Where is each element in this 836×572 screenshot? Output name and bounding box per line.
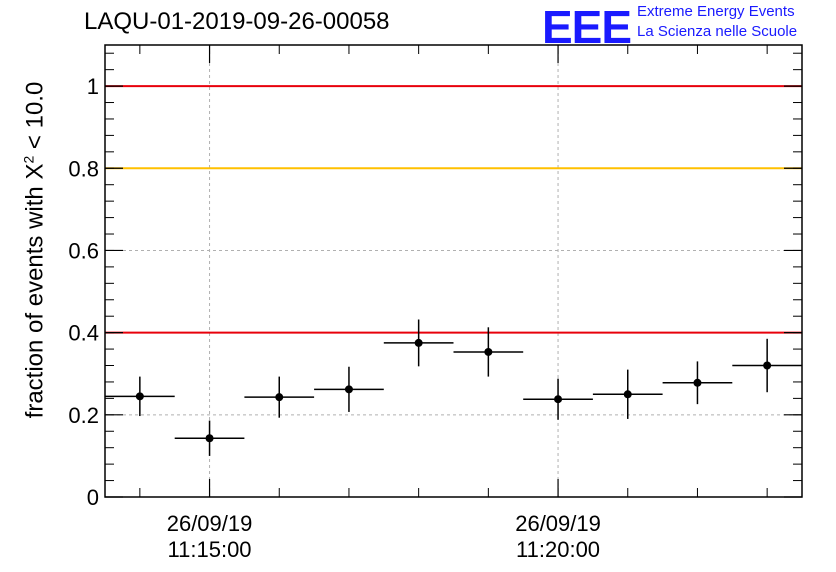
y-tick-label: 1 [87,74,99,99]
logo-caption: Extreme Energy Events La Scienza nelle S… [637,2,797,42]
x-tick-label-time: 11:20:00 [516,537,600,562]
data-point-marker [554,395,563,404]
x-tick-label-time: 11:15:00 [168,537,252,562]
data-point-marker [623,390,632,399]
logo-caption-line2: La Scienza nelle Scuole [637,23,798,40]
data-point-marker [693,378,702,387]
x-tick-label-date: 26/09/19 [515,511,601,536]
y-axis-label-exponent: 2 [20,155,37,164]
data-point-marker [763,361,772,370]
data-point-marker [414,338,423,347]
y-tick-label: 0 [87,485,99,510]
y-tick-label: 0.2 [68,403,99,428]
eee-logo: EEE [542,1,632,53]
x-tick-label-date: 26/09/19 [167,511,253,536]
y-tick-label: 0.8 [68,156,99,181]
y-axis-label: fraction of events with Χ2 < 10.0 [21,82,50,419]
data-point-marker [484,347,493,356]
axis-ticks [105,45,802,498]
y-axis-label-threshold: < 10.0 [21,81,49,156]
reference-lines [105,85,802,334]
data-point-marker [135,392,144,401]
y-axis-label-main: fraction of events with Χ [21,163,49,419]
logo-caption-line1: Extreme Energy Events [637,3,795,20]
tick-labels: 00.20.40.60.8126/09/1911:15:0026/09/1911… [68,74,600,562]
y-tick-label: 0.6 [68,238,99,263]
chart-title: LAQU-01-2019-09-26-00058 [84,8,390,35]
data-points [105,319,802,456]
data-point-marker [205,434,214,443]
plot-frame [104,44,803,498]
data-point-marker [344,385,353,394]
data-point-marker [275,393,284,402]
y-tick-label: 0.4 [68,321,99,346]
